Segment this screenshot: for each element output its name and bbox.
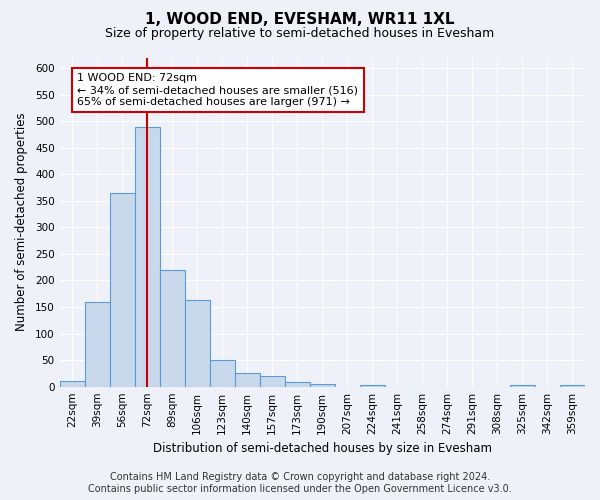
Bar xyxy=(134,126,160,386)
Bar xyxy=(360,384,385,386)
X-axis label: Distribution of semi-detached houses by size in Evesham: Distribution of semi-detached houses by … xyxy=(153,442,492,455)
Bar xyxy=(110,193,134,386)
Bar xyxy=(185,300,209,386)
Bar xyxy=(160,270,185,386)
Bar xyxy=(510,384,535,386)
Y-axis label: Number of semi-detached properties: Number of semi-detached properties xyxy=(15,113,28,332)
Bar xyxy=(59,382,85,386)
Text: Size of property relative to semi-detached houses in Evesham: Size of property relative to semi-detach… xyxy=(106,28,494,40)
Bar xyxy=(260,376,285,386)
Bar xyxy=(310,384,335,386)
Text: 1 WOOD END: 72sqm
← 34% of semi-detached houses are smaller (516)
65% of semi-de: 1 WOOD END: 72sqm ← 34% of semi-detached… xyxy=(77,74,358,106)
Bar xyxy=(209,360,235,386)
Text: Contains HM Land Registry data © Crown copyright and database right 2024.
Contai: Contains HM Land Registry data © Crown c… xyxy=(88,472,512,494)
Bar xyxy=(560,384,585,386)
Bar xyxy=(85,302,110,386)
Bar xyxy=(285,382,310,386)
Text: 1, WOOD END, EVESHAM, WR11 1XL: 1, WOOD END, EVESHAM, WR11 1XL xyxy=(145,12,455,28)
Bar xyxy=(235,374,260,386)
